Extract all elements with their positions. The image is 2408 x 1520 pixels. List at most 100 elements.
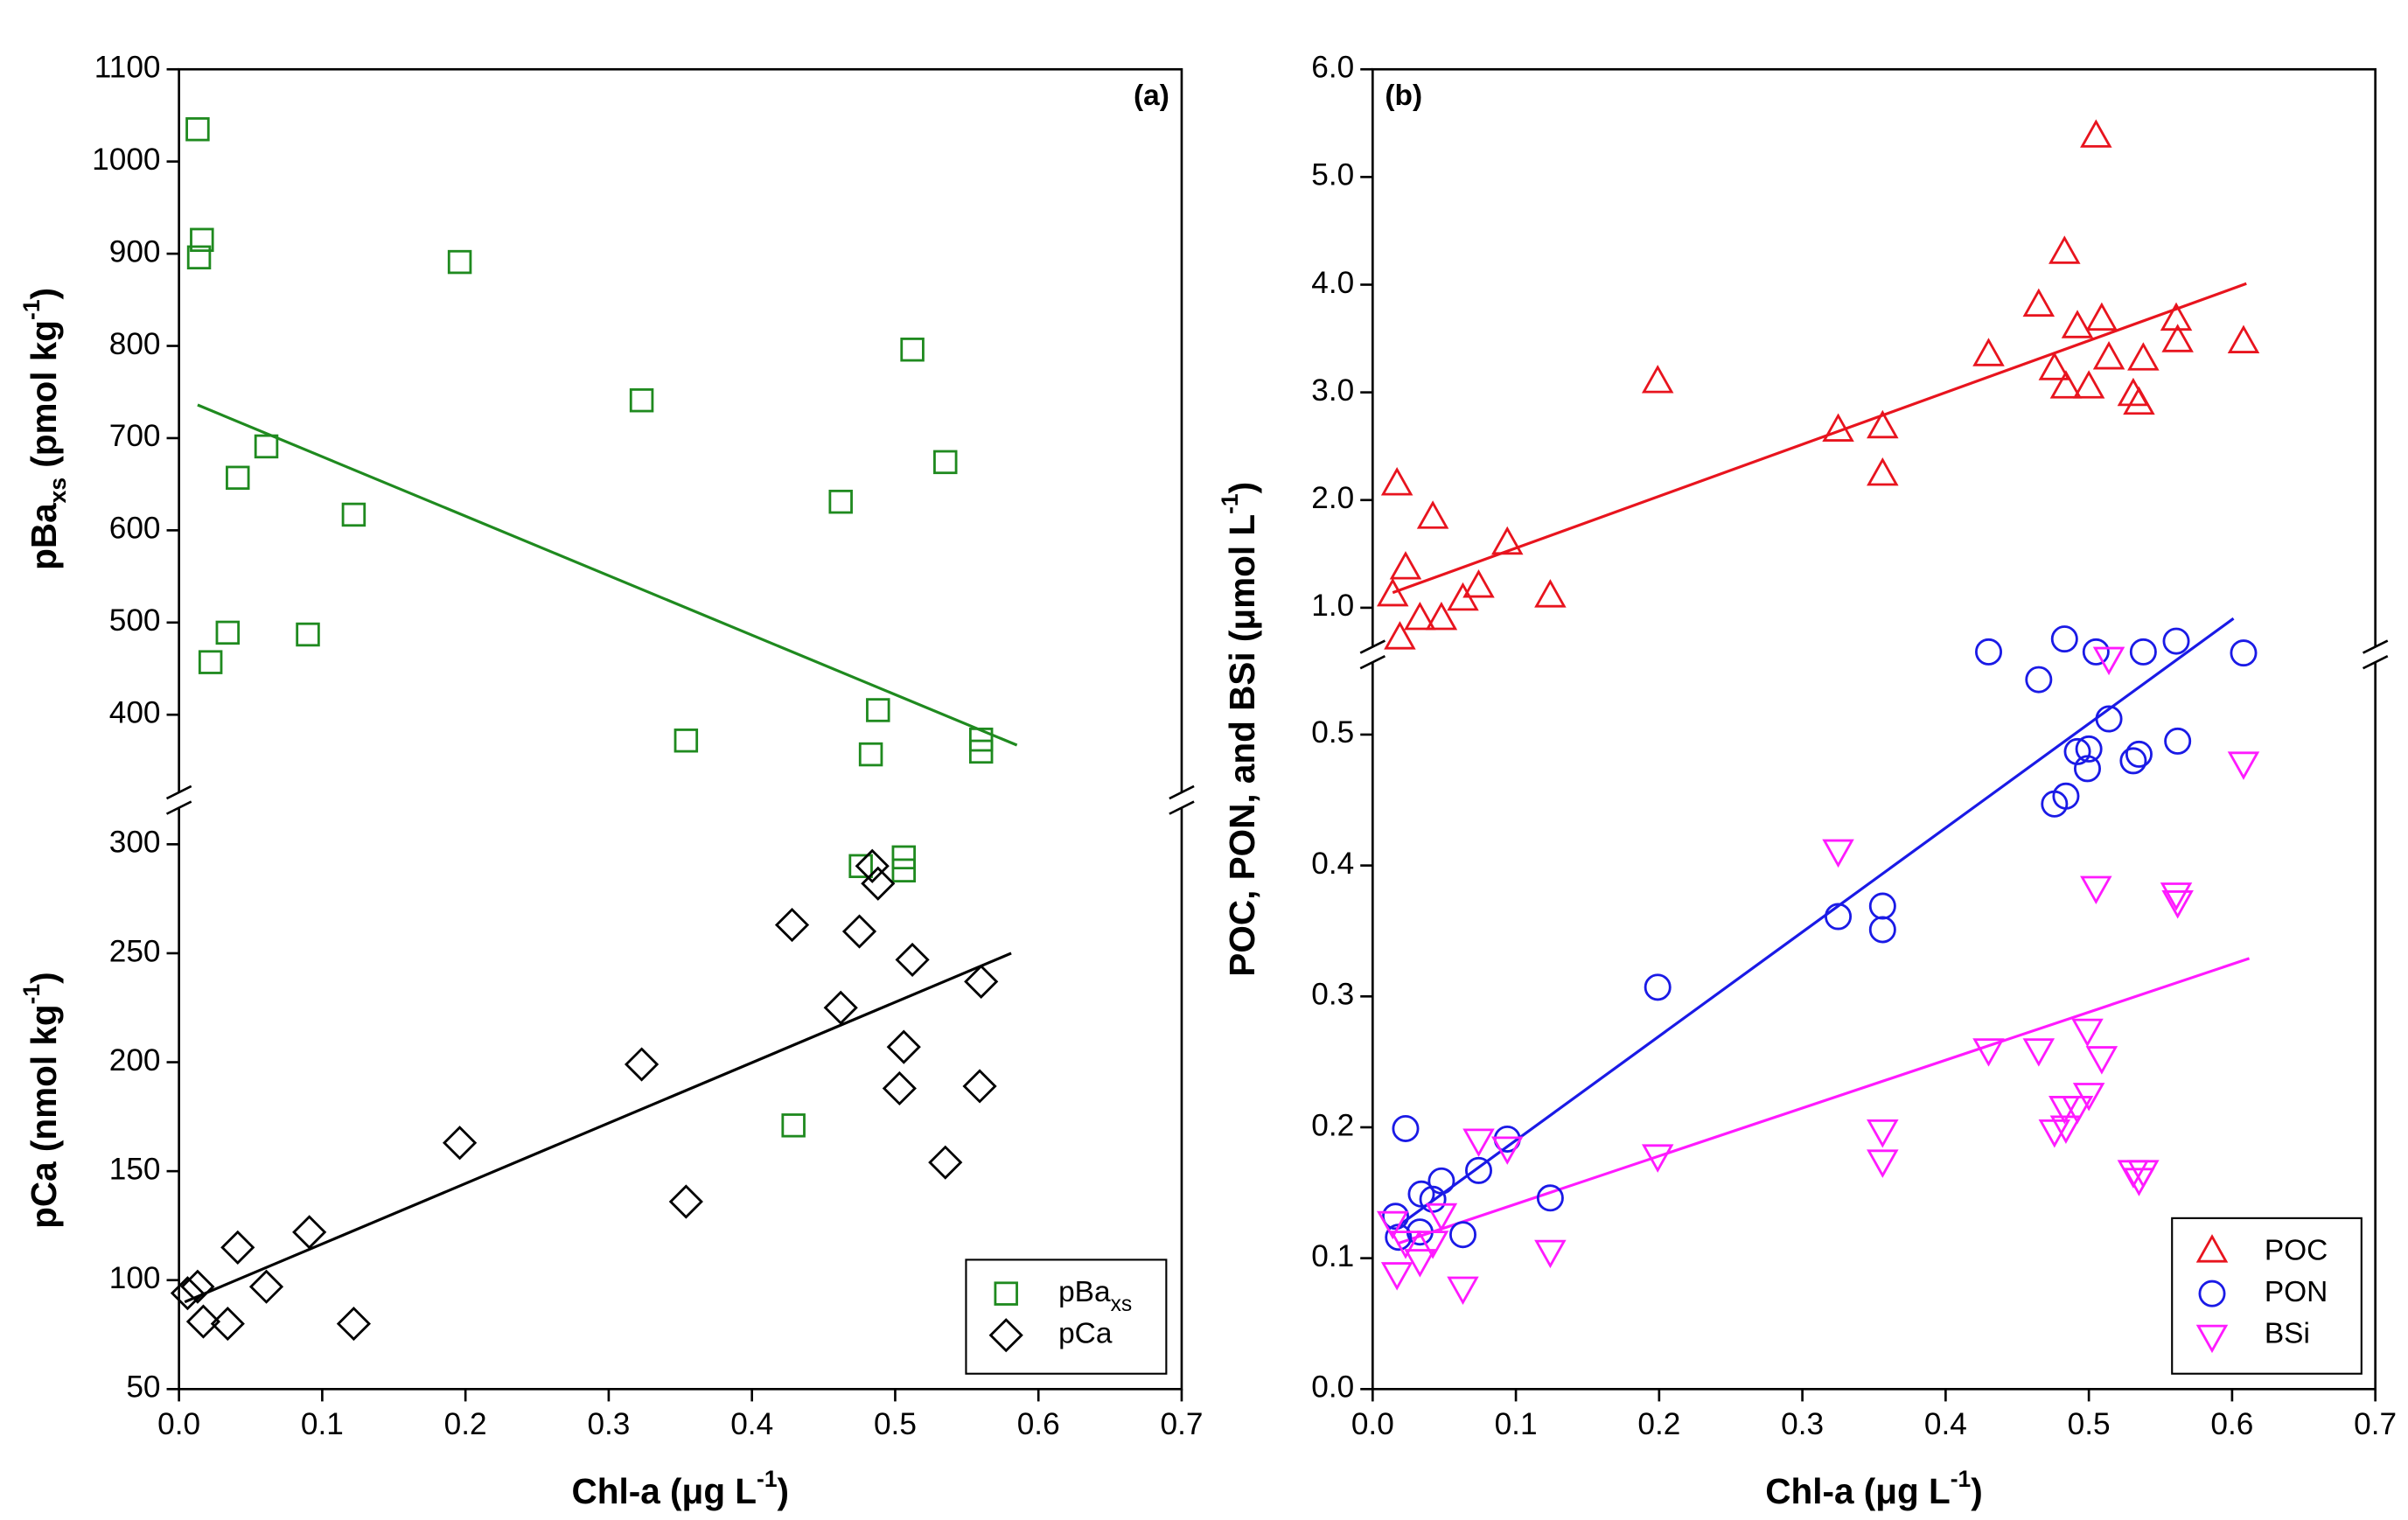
label-part: -1 bbox=[18, 299, 45, 319]
marker bbox=[1534, 1239, 1567, 1269]
marker bbox=[248, 1269, 284, 1304]
marker bbox=[848, 854, 873, 879]
marker bbox=[1867, 409, 1899, 439]
marker bbox=[1465, 1156, 1492, 1184]
marker bbox=[841, 914, 877, 949]
trend-line bbox=[184, 952, 1012, 1304]
marker bbox=[2073, 755, 2101, 783]
y-tick-label: 2.0 bbox=[1311, 481, 1354, 515]
marker bbox=[1972, 1038, 2005, 1067]
marker bbox=[1448, 1221, 1476, 1249]
axis-break-mark bbox=[165, 800, 192, 815]
marker bbox=[1867, 1119, 1899, 1148]
legend-box bbox=[2171, 1217, 2363, 1375]
marker bbox=[2022, 1038, 2056, 1067]
marker bbox=[341, 502, 366, 527]
marker bbox=[1867, 1149, 1899, 1178]
x-tick-label: 0.1 bbox=[1495, 1407, 1538, 1441]
marker bbox=[861, 866, 896, 901]
label-part: (pmol kg bbox=[24, 320, 64, 478]
label-part: xs bbox=[45, 478, 71, 503]
axis-break-mark bbox=[1359, 654, 1385, 670]
marker bbox=[968, 739, 994, 764]
marker bbox=[198, 650, 223, 674]
marker bbox=[1536, 1184, 1564, 1212]
marker bbox=[2038, 352, 2071, 380]
legend-label: PON bbox=[2265, 1276, 2328, 1308]
panel-label: (a) bbox=[1134, 80, 1169, 112]
axis-break-mark bbox=[1169, 800, 1195, 815]
panel-label: (b) bbox=[1385, 80, 1422, 112]
x-tick-label: 0.3 bbox=[1781, 1407, 1824, 1441]
marker bbox=[2160, 882, 2193, 911]
label-part: pCa (nmol kg bbox=[24, 1004, 64, 1229]
marker bbox=[2072, 370, 2105, 399]
marker bbox=[190, 227, 214, 253]
y-tick-label: 0.2 bbox=[1311, 1108, 1354, 1142]
marker bbox=[2161, 324, 2194, 352]
marker bbox=[1425, 1203, 1458, 1232]
marker bbox=[2049, 235, 2081, 264]
marker bbox=[296, 622, 320, 647]
y-tick-label: 6.0 bbox=[1311, 51, 1354, 85]
x-tick-label: 0.6 bbox=[1017, 1407, 1060, 1441]
marker bbox=[336, 1306, 372, 1342]
legend-name: pCa bbox=[1058, 1318, 1113, 1350]
x-tick-label: 0.7 bbox=[1160, 1407, 1203, 1441]
panel: 0.0 0.1 0.2 0.3 0.4 0.5 0.6 0.7 50 100 150 200 250 30… bbox=[18, 51, 1203, 1511]
marker bbox=[2119, 747, 2147, 775]
legend-marker bbox=[2195, 1324, 2229, 1354]
legend-box bbox=[965, 1259, 1168, 1375]
marker bbox=[2080, 119, 2112, 148]
marker bbox=[254, 434, 279, 459]
marker bbox=[1490, 1136, 1524, 1165]
marker bbox=[1641, 365, 1674, 394]
marker bbox=[964, 964, 999, 999]
marker bbox=[2072, 1083, 2105, 1112]
y-tick-label: 700 bbox=[109, 419, 161, 453]
marker bbox=[2230, 639, 2258, 667]
marker bbox=[1416, 500, 1449, 529]
marker bbox=[668, 1184, 703, 1219]
marker bbox=[629, 387, 654, 413]
marker bbox=[180, 1269, 215, 1304]
y-axis-label: pBaxs (pmol kg-1) bbox=[18, 288, 71, 570]
marker bbox=[220, 1230, 255, 1265]
marker bbox=[2061, 310, 2094, 338]
marker bbox=[1644, 973, 1672, 1001]
marker bbox=[933, 450, 958, 475]
marker bbox=[2082, 638, 2110, 666]
x-tick-label: 0.6 bbox=[2210, 1407, 2253, 1441]
marker bbox=[215, 620, 241, 645]
marker bbox=[2085, 1046, 2118, 1075]
marker bbox=[1447, 1276, 1479, 1306]
marker bbox=[2022, 288, 2056, 317]
label-part: -1 bbox=[18, 984, 45, 1004]
legend-label: pCa bbox=[1058, 1318, 1113, 1350]
legend-label: pBaxs bbox=[1058, 1276, 1132, 1316]
y-tick-label: 200 bbox=[109, 1043, 161, 1077]
y-tick-label: 250 bbox=[109, 934, 161, 968]
marker bbox=[2092, 646, 2125, 676]
marker bbox=[1822, 413, 1854, 442]
y-tick-label: 600 bbox=[109, 512, 161, 546]
label-part: ) bbox=[24, 972, 64, 984]
marker bbox=[1404, 1249, 1436, 1278]
marker bbox=[1975, 638, 2002, 666]
x-tick-label: 0.5 bbox=[2068, 1407, 2111, 1441]
legend-marker bbox=[2195, 1234, 2229, 1263]
marker bbox=[1867, 457, 1899, 486]
trend-line bbox=[197, 403, 1018, 747]
legend-label: BSi bbox=[2265, 1318, 2310, 1350]
marker bbox=[1389, 551, 1422, 580]
y-tick-label: 5.0 bbox=[1311, 158, 1354, 192]
marker bbox=[1416, 1231, 1449, 1259]
x-tick-label: 0.0 bbox=[1351, 1407, 1394, 1441]
label-part: ) bbox=[1222, 482, 1262, 494]
marker bbox=[2063, 737, 2091, 765]
x-tick-label: 0.2 bbox=[1637, 1407, 1680, 1441]
axis-break-gap bbox=[1175, 791, 1189, 808]
marker bbox=[891, 858, 917, 883]
marker bbox=[1534, 579, 1567, 608]
